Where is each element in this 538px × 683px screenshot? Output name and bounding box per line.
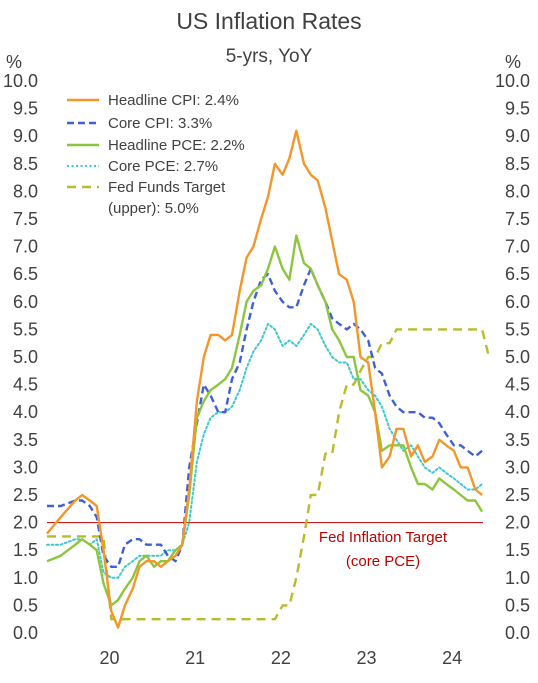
- y-tick-label-right: 5.5: [505, 319, 530, 339]
- y-tick-label-left: 0.0: [13, 623, 38, 643]
- y-tick-label-left: 2.5: [13, 485, 38, 505]
- y-tick-label-left: 3.5: [13, 430, 38, 450]
- y-tick-label-left: 5.0: [13, 347, 38, 367]
- y-unit-left: %: [6, 52, 22, 72]
- y-tick-label-left: 8.5: [13, 154, 38, 174]
- legend-label-0: Headline CPI: 2.4%: [108, 92, 239, 109]
- y-tick-label-right: 4.5: [505, 375, 530, 395]
- legend-label-3: Core PCE: 2.7%: [108, 158, 218, 175]
- y-tick-label-left: 4.5: [13, 375, 38, 395]
- y-tick-label-left: 5.5: [13, 319, 38, 339]
- y-tick-label-right: 4.0: [505, 402, 530, 422]
- reference-line-group: Fed Inflation Target (core PCE): [47, 522, 483, 570]
- y-tick-label-left: 1.5: [13, 540, 38, 560]
- x-axis: 20 21 22 23 24: [99, 648, 462, 668]
- x-tick-label: 20: [99, 648, 119, 668]
- y-tick-label-left: 7.0: [13, 237, 38, 257]
- series-line-0: [46, 129, 483, 629]
- y-axis-right: 0.0 0.5 1.0 1.5 2.0 2.5 3.0 3.5 4.0 4.5 5.0 5.5 6.0 6…: [495, 71, 530, 643]
- y-tick-label-left: 3.0: [13, 457, 38, 477]
- y-tick-label-left: 9.5: [13, 99, 38, 119]
- y-tick-label-right: 1.5: [505, 540, 530, 560]
- y-tick-label-right: 6.0: [505, 292, 530, 312]
- y-tick-label-right: 7.5: [505, 209, 530, 229]
- y-tick-label-left: 4.0: [13, 402, 38, 422]
- series-group: [46, 129, 491, 629]
- chart-title: US Inflation Rates: [176, 8, 361, 34]
- y-tick-label-left: 10.0: [3, 71, 38, 91]
- x-tick-label: 22: [271, 648, 291, 668]
- y-tick-label-left: 7.5: [13, 209, 38, 229]
- y-tick-label-right: 8.0: [505, 181, 530, 201]
- series-line-2: [46, 234, 484, 607]
- legend-label-1: Core CPI: 3.3%: [108, 115, 212, 132]
- series-line-4: [47, 328, 491, 621]
- x-tick-label: 21: [185, 648, 205, 668]
- fed-target-label: Fed Inflation Target: [319, 529, 448, 546]
- y-tick-label-left: 1.0: [13, 568, 38, 588]
- y-tick-label-right: 1.0: [505, 568, 530, 588]
- y-tick-label-right: 8.5: [505, 154, 530, 174]
- y-tick-label-left: 6.5: [13, 264, 38, 284]
- fed-target-label: (core PCE): [346, 553, 420, 570]
- y-tick-label-right: 2.5: [505, 485, 530, 505]
- y-tick-label-left: 6.0: [13, 292, 38, 312]
- legend-label-4: (upper): 5.0%: [108, 200, 199, 217]
- y-tick-label-right: 3.5: [505, 430, 530, 450]
- y-tick-label-right: 9.5: [505, 99, 530, 119]
- y-tick-label-right: 5.0: [505, 347, 530, 367]
- y-tick-label-right: 2.0: [505, 513, 530, 533]
- legend-label-4: Fed Funds Target: [108, 179, 226, 196]
- y-tick-label-left: 9.0: [13, 126, 38, 146]
- y-axis-left: 0.0 0.5 1.0 1.5 2.0 2.5 3.0 3.5 4.0 4.5 5.0 5.5 6.0 6…: [3, 71, 38, 643]
- y-tick-label-right: 0.0: [505, 623, 530, 643]
- y-tick-label-right: 6.5: [505, 264, 530, 284]
- y-tick-label-right: 0.5: [505, 595, 530, 615]
- legend: Headline CPI: 2.4% Core CPI: 3.3% Headline…: [67, 92, 245, 217]
- y-tick-label-left: 2.0: [13, 513, 38, 533]
- x-tick-label: 23: [356, 648, 376, 668]
- chart-subtitle: 5-yrs, YoY: [226, 46, 313, 67]
- y-tick-label-right: 9.0: [505, 126, 530, 146]
- y-tick-label-left: 0.5: [13, 595, 38, 615]
- y-tick-label-right: 7.0: [505, 237, 530, 257]
- y-tick-label-right: 10.0: [495, 71, 530, 91]
- series-line-1: [47, 267, 483, 568]
- x-tick-label: 24: [442, 648, 462, 668]
- y-unit-right: %: [505, 52, 521, 72]
- series-line-3: [46, 322, 484, 579]
- y-tick-label-right: 3.0: [505, 457, 530, 477]
- y-tick-label-left: 8.0: [13, 181, 38, 201]
- legend-label-2: Headline PCE: 2.2%: [108, 137, 245, 154]
